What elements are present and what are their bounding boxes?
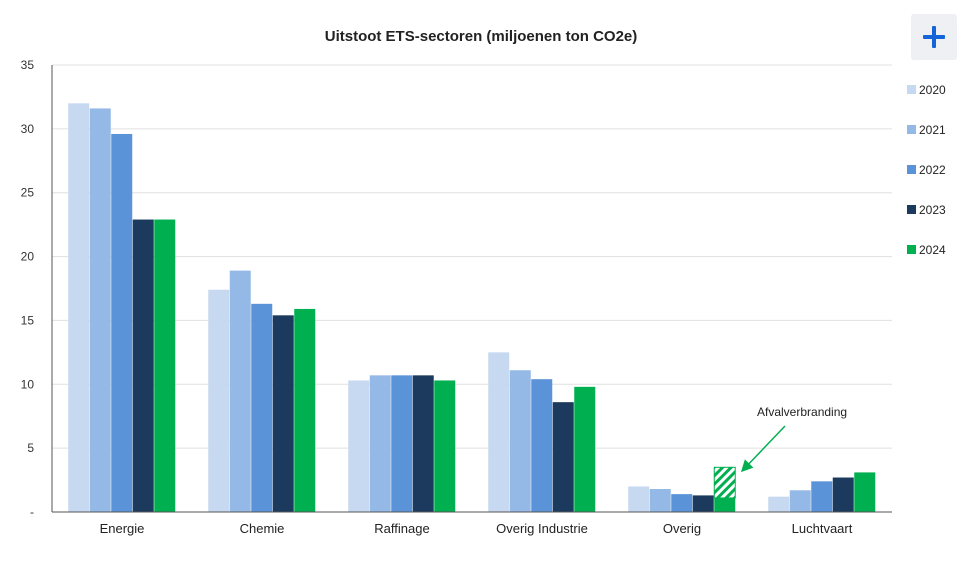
bar-luchtvaart-2020 bbox=[768, 496, 790, 512]
x-category-label: Overig Industrie bbox=[496, 521, 588, 536]
bar-overig-2024 bbox=[714, 497, 736, 512]
x-category-label: Raffinage bbox=[374, 521, 429, 536]
bar-overig-industrie-2020 bbox=[488, 352, 510, 512]
bar-overig-2023 bbox=[692, 495, 714, 512]
legend-swatch bbox=[907, 165, 916, 174]
gridlines bbox=[52, 64, 892, 449]
legend-label: 2021 bbox=[919, 123, 946, 137]
bar-raffinage-2022 bbox=[391, 375, 413, 512]
add-button[interactable] bbox=[911, 14, 957, 60]
y-tick-label: 20 bbox=[21, 250, 35, 264]
legend-swatch bbox=[907, 85, 916, 94]
bar-raffinage-2023 bbox=[412, 375, 434, 512]
legend: 2020 2021 2022 2023 2024 bbox=[907, 83, 946, 257]
legend-label: 2024 bbox=[919, 243, 946, 257]
x-category-label: Energie bbox=[100, 521, 145, 536]
legend-label: 2023 bbox=[919, 203, 946, 217]
bar-energie-2022 bbox=[111, 133, 133, 513]
legend-label: 2022 bbox=[919, 163, 946, 177]
bar-luchtvaart-2022 bbox=[811, 481, 833, 512]
y-tick-label: 10 bbox=[21, 377, 35, 391]
bar-luchtvaart-2024 bbox=[854, 472, 876, 512]
y-axis-ticks: - 5 10 15 20 25 30 35 bbox=[21, 58, 35, 519]
bar-overig-industrie-2024 bbox=[574, 386, 596, 512]
bar-energie-2020 bbox=[68, 103, 90, 513]
y-tick-label: 35 bbox=[21, 58, 35, 72]
bar-overig-2021 bbox=[649, 489, 671, 512]
legend-swatch bbox=[907, 245, 916, 254]
bars bbox=[68, 103, 876, 513]
annotation: Afvalverbranding bbox=[740, 405, 847, 473]
plus-icon-vertical bbox=[932, 26, 936, 48]
x-category-label: Chemie bbox=[240, 521, 285, 536]
chart-title: Uitstoot ETS-sectoren (miljoenen ton CO2… bbox=[325, 28, 638, 45]
bar-overig-2022 bbox=[671, 494, 693, 512]
bar-luchtvaart-2023 bbox=[832, 477, 854, 512]
legend-swatch bbox=[907, 125, 916, 134]
bar-raffinage-2020 bbox=[348, 380, 370, 512]
y-tick-label: 15 bbox=[21, 313, 35, 327]
legend-label: 2020 bbox=[919, 83, 946, 97]
bar-luchtvaart-2021 bbox=[789, 490, 811, 512]
bar-energie-2024 bbox=[154, 219, 176, 512]
y-tick-label: 30 bbox=[21, 122, 35, 136]
bar-chemie-2023 bbox=[272, 315, 294, 512]
bar-chemie-2020 bbox=[208, 289, 230, 512]
bar-raffinage-2024 bbox=[434, 380, 456, 512]
bar-overig-industrie-2021 bbox=[509, 370, 531, 512]
bar-overig-industrie-2022 bbox=[531, 379, 553, 512]
annotation-arrow bbox=[740, 425, 786, 473]
y-tick-label: - bbox=[30, 505, 34, 519]
y-tick-label: 5 bbox=[27, 441, 34, 455]
bar-hatched-segment bbox=[713, 466, 736, 499]
bar-chemie-2022 bbox=[251, 303, 273, 512]
bar-energie-2021 bbox=[89, 108, 111, 513]
y-tick-label: 25 bbox=[21, 186, 35, 200]
bar-chemie-2024 bbox=[294, 308, 316, 512]
legend-swatch bbox=[907, 205, 916, 214]
bar-energie-2023 bbox=[132, 219, 154, 512]
bar-overig-industrie-2023 bbox=[552, 402, 574, 512]
annotation-label: Afvalverbranding bbox=[757, 405, 847, 419]
bar-chemie-2021 bbox=[229, 270, 251, 512]
x-category-label: Overig bbox=[663, 521, 701, 536]
bar-raffinage-2021 bbox=[369, 375, 391, 512]
x-axis-categories: Energie Chemie Raffinage Overig Industrie Ov… bbox=[100, 521, 853, 536]
x-category-label: Luchtvaart bbox=[792, 521, 853, 536]
bar-overig-2020 bbox=[628, 486, 650, 512]
